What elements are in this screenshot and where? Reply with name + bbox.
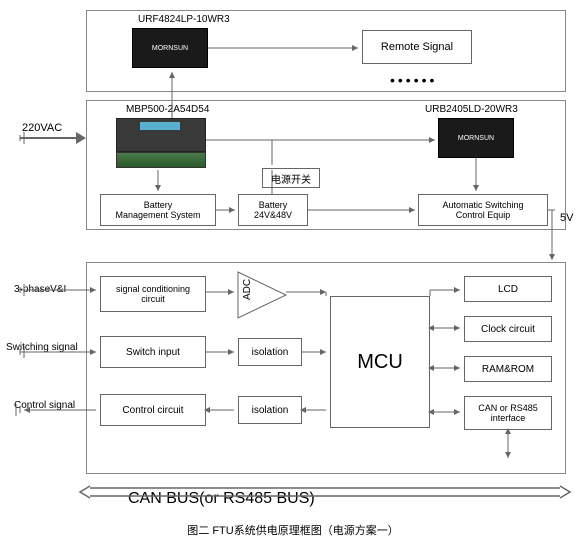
caption: 图二 FTU系统供电原理框图（电源方案一） [0, 522, 586, 538]
